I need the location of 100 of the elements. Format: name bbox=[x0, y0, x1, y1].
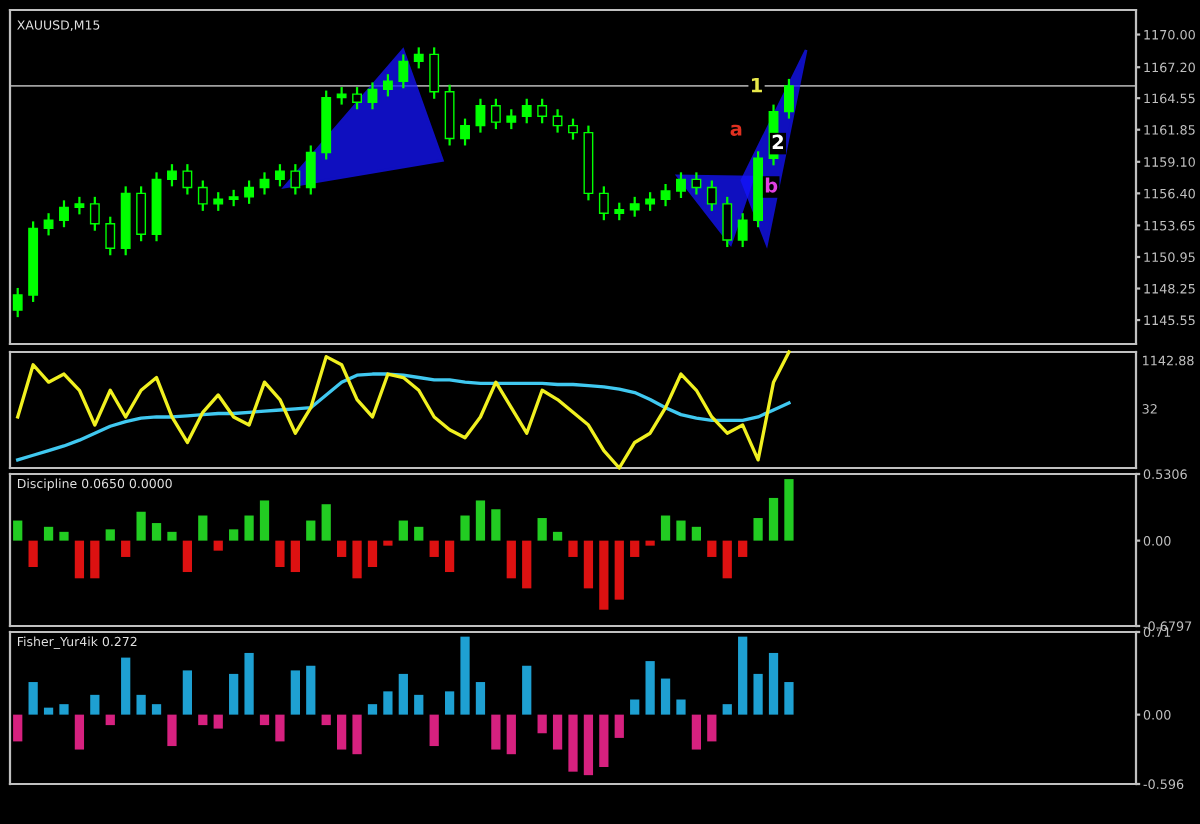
bar bbox=[136, 511, 146, 541]
candlestick bbox=[290, 163, 301, 196]
bar bbox=[568, 714, 578, 772]
bar bbox=[583, 540, 594, 589]
bar bbox=[59, 704, 69, 715]
candlestick bbox=[197, 179, 208, 212]
bar bbox=[491, 714, 501, 750]
bar bbox=[460, 636, 470, 715]
bar bbox=[707, 714, 717, 742]
bar bbox=[229, 673, 239, 715]
bar bbox=[676, 699, 686, 715]
bar bbox=[460, 515, 470, 541]
bar bbox=[167, 531, 177, 541]
bar bbox=[213, 714, 223, 729]
bar bbox=[321, 504, 331, 541]
candlestick bbox=[274, 163, 285, 188]
bar bbox=[337, 540, 347, 557]
bar bbox=[182, 540, 193, 573]
candlestick bbox=[367, 81, 378, 111]
bar bbox=[43, 707, 54, 715]
candlestick bbox=[89, 195, 100, 232]
bar bbox=[722, 704, 732, 715]
bar bbox=[753, 518, 763, 541]
bar bbox=[676, 520, 686, 541]
candlestick bbox=[598, 185, 609, 222]
bar bbox=[213, 540, 223, 551]
candlestick bbox=[305, 144, 316, 196]
bar bbox=[414, 526, 424, 541]
bar bbox=[90, 694, 100, 715]
bar bbox=[599, 540, 609, 610]
candlestick bbox=[12, 286, 23, 319]
candlestick bbox=[629, 195, 640, 218]
bar bbox=[259, 714, 270, 726]
candlestick bbox=[213, 191, 224, 212]
bar bbox=[630, 540, 640, 557]
bar bbox=[429, 714, 439, 747]
bar bbox=[275, 714, 285, 742]
bar bbox=[367, 540, 378, 568]
bar bbox=[352, 540, 362, 579]
candlestick bbox=[676, 171, 686, 200]
bar bbox=[383, 540, 393, 546]
bar bbox=[229, 529, 239, 541]
bar bbox=[367, 704, 378, 715]
bar bbox=[398, 673, 408, 715]
bar bbox=[151, 704, 162, 715]
bar bbox=[321, 714, 331, 726]
candlestick bbox=[398, 53, 409, 90]
bar bbox=[198, 515, 208, 541]
bar bbox=[630, 699, 640, 715]
bar bbox=[182, 670, 193, 715]
bar bbox=[614, 714, 624, 738]
bar bbox=[121, 657, 131, 715]
candlestick bbox=[706, 179, 717, 212]
bar bbox=[660, 515, 671, 541]
bar bbox=[475, 500, 486, 541]
candlestick bbox=[660, 182, 671, 208]
bar bbox=[383, 691, 393, 715]
bar bbox=[337, 714, 347, 750]
candlestick bbox=[136, 185, 147, 243]
candlestick bbox=[645, 191, 656, 212]
bar bbox=[198, 714, 208, 726]
candlestick bbox=[460, 117, 470, 147]
candlestick bbox=[382, 73, 393, 98]
bar bbox=[13, 714, 23, 742]
candlestick bbox=[413, 46, 424, 70]
bar bbox=[290, 540, 300, 573]
bar bbox=[707, 540, 717, 557]
bar bbox=[784, 682, 794, 715]
bar bbox=[28, 682, 38, 715]
candlestick bbox=[490, 97, 501, 131]
candlestick bbox=[244, 179, 255, 205]
candlestick bbox=[475, 97, 486, 134]
bar bbox=[59, 531, 69, 541]
bar bbox=[306, 665, 316, 715]
bar bbox=[306, 520, 316, 541]
bar bbox=[74, 540, 85, 579]
bar bbox=[552, 714, 563, 750]
candlestick bbox=[59, 199, 69, 229]
bar bbox=[660, 678, 671, 715]
candlestick bbox=[537, 97, 548, 125]
bar bbox=[491, 509, 501, 541]
candlestick bbox=[552, 108, 563, 134]
bar bbox=[275, 540, 285, 568]
bar bbox=[583, 714, 594, 776]
bar bbox=[722, 540, 732, 579]
bar bbox=[537, 714, 547, 734]
candlestick bbox=[691, 171, 702, 196]
bar bbox=[552, 531, 563, 541]
bar bbox=[537, 518, 547, 541]
candlestick bbox=[784, 77, 794, 120]
bar bbox=[738, 540, 748, 557]
annotation: 1 bbox=[751, 78, 762, 93]
bar bbox=[352, 714, 362, 755]
bar bbox=[105, 529, 115, 541]
bar bbox=[244, 515, 254, 541]
bar bbox=[13, 520, 23, 541]
bar bbox=[259, 500, 270, 541]
bar bbox=[28, 540, 38, 568]
bar bbox=[444, 691, 455, 715]
bar bbox=[74, 714, 85, 750]
